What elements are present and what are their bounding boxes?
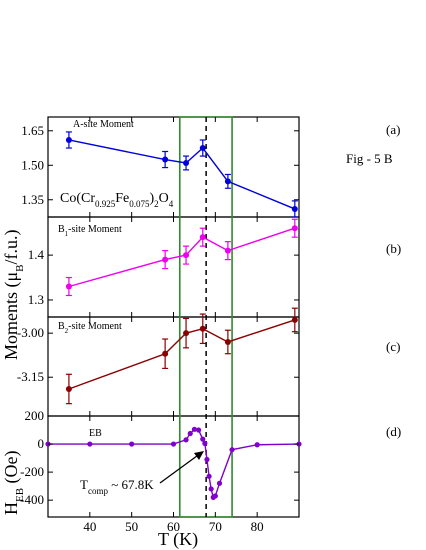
data-point [224, 178, 231, 185]
x-tick-label: 50 [125, 519, 138, 534]
data-point [87, 441, 93, 447]
data-point [183, 330, 190, 337]
data-point [129, 441, 135, 447]
y-tick-label: -3.15 [17, 369, 44, 384]
series-line-2 [68, 319, 296, 390]
panel-label-c: (c) [386, 339, 400, 354]
tcomp-arrowhead [194, 451, 204, 460]
x-axis-label: T (K) [158, 529, 198, 550]
series-line-0 [68, 139, 296, 210]
panel-c-title: B2-site Moment [58, 321, 122, 335]
data-point [162, 156, 169, 163]
data-point [254, 442, 260, 448]
data-point [291, 316, 298, 323]
y-tick-label: -3.00 [17, 325, 44, 340]
data-point [162, 350, 169, 357]
y-tick-label: 1.50 [21, 157, 44, 172]
data-point [183, 159, 190, 166]
panel-frame-3 [47, 415, 300, 518]
data-point [204, 456, 210, 463]
data-point [200, 436, 206, 442]
data-point [212, 493, 218, 499]
data-point [187, 430, 193, 437]
compound-formula: Co(Cr0.925Fe0.075)2O4 [60, 191, 174, 209]
data-point [206, 473, 212, 479]
y-tick-label: -400 [20, 492, 44, 507]
y-axis-label-heb: HEB (Oe) [1, 450, 26, 515]
data-point [291, 205, 298, 212]
y-tick-label: 200 [25, 408, 45, 423]
panel-label-b: (b) [386, 241, 401, 256]
panel-label-a: (a) [386, 122, 400, 137]
y-tick-label: 1.35 [21, 192, 44, 207]
y-tick-label: 0 [38, 436, 45, 451]
data-point [183, 252, 190, 259]
data-point [199, 234, 206, 241]
tcomp-annotation: Tcomp ~ 67.8K [80, 477, 154, 496]
data-point [199, 145, 206, 152]
panel-d-title: EB [89, 428, 102, 439]
data-point [291, 225, 298, 232]
x-tick-label: 80 [251, 519, 264, 534]
data-point [229, 447, 235, 453]
data-point [202, 440, 208, 446]
y-tick-label: 1.3 [28, 292, 44, 307]
y-tick-label: -200 [20, 464, 44, 479]
data-point [170, 441, 177, 447]
data-point [196, 427, 202, 433]
y-axis-label-moments: Moments (μB/f.u.) [1, 230, 26, 361]
series-line-1 [68, 227, 296, 288]
data-point [224, 247, 231, 254]
data-point [191, 426, 198, 432]
y-tick-label: 1.4 [28, 247, 45, 262]
data-point [65, 385, 72, 392]
data-point [208, 486, 214, 492]
series-layer [45, 131, 302, 500]
fig-label: Fig - 5 B [346, 151, 393, 166]
panel-label-d: (d) [386, 424, 401, 439]
data-point [65, 136, 72, 143]
data-point [199, 325, 206, 332]
x-tick-label: 60 [167, 519, 180, 534]
ticks-layer: 1.35 1.50 1.65 1.3 1.4 -3.15 -3.00 -400 -200 0 200… [17, 117, 299, 534]
data-point [224, 338, 231, 345]
panel-a-title: A-site Moment [73, 119, 134, 130]
y-tick-label: 1.65 [21, 123, 44, 138]
x-tick-label: 70 [209, 519, 222, 534]
panel-b-title: B1-site Moment [58, 224, 122, 238]
tcomp-arrow [159, 452, 202, 484]
data-point [216, 480, 223, 486]
data-point [162, 256, 169, 263]
data-point [183, 437, 189, 443]
data-point [65, 283, 72, 290]
x-tick-label: 40 [83, 519, 96, 534]
